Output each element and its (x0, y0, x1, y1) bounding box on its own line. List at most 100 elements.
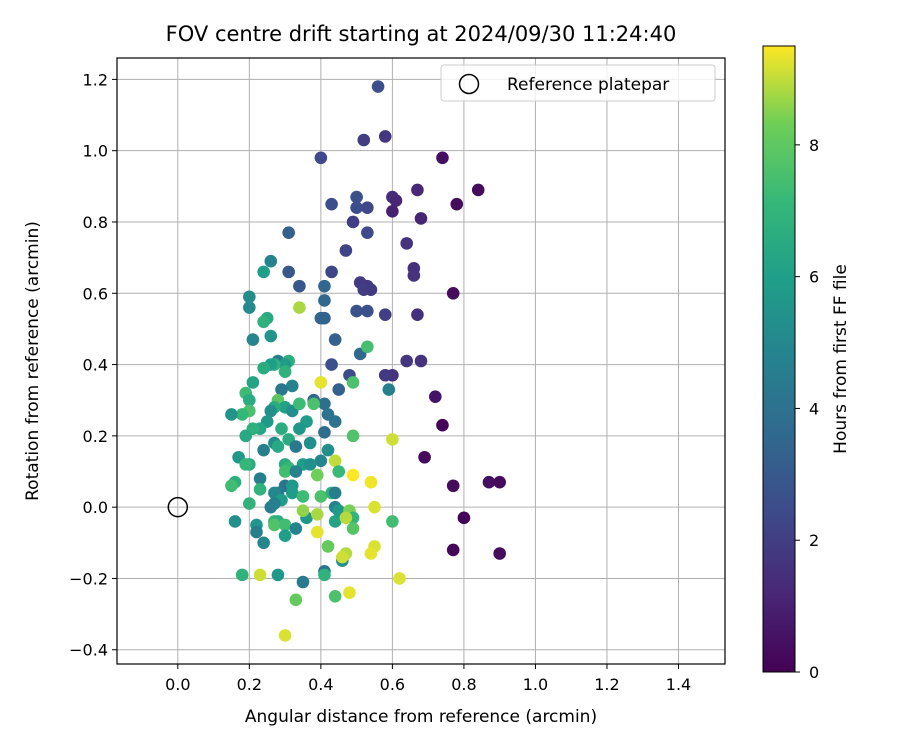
y-tick-label: −0.2 (69, 569, 108, 588)
scatter-point (289, 465, 303, 478)
scatter-point (257, 536, 270, 550)
chart-title: FOV centre drift starting at 2024/09/30 … (166, 22, 677, 46)
scatter-point (278, 529, 292, 542)
scatter-point (414, 212, 428, 225)
x-tick-label: 0.8 (451, 675, 476, 694)
scatter-point (246, 376, 260, 389)
scatter-point (457, 511, 471, 525)
scatter-point (264, 404, 278, 418)
scatter-point (336, 550, 349, 564)
scatter-point (225, 479, 238, 493)
scatter-point (257, 315, 270, 329)
scatter-point (228, 515, 242, 528)
scatter-point (361, 201, 374, 215)
scatter-point (243, 497, 256, 510)
scatter-point (346, 522, 360, 535)
scatter-point (293, 397, 306, 411)
colorbar-ticks: 0 2 4 6 8 (795, 136, 819, 682)
x-tick-label: 1.2 (594, 675, 619, 694)
y-axis-ticks: −0.4 −0.2 0.0 0.2 0.4 0.6 0.8 1.0 1.2 (69, 70, 117, 660)
scatter-point (325, 197, 338, 211)
scatter-point (386, 204, 399, 218)
colorbar-label: Hours from first FF file (831, 264, 851, 454)
scatter-point (307, 397, 321, 411)
scatter-point (436, 418, 449, 432)
scatter-point (371, 80, 385, 93)
scatter-point (253, 483, 267, 496)
scatter-point (225, 408, 238, 421)
legend: Reference platepar (440, 64, 716, 102)
scatter-point (482, 475, 496, 489)
scatter-point (278, 465, 292, 478)
scatter-point (446, 543, 460, 557)
scatter-point (243, 393, 256, 407)
scatter-point (271, 568, 285, 582)
y-tick-label: 0.0 (83, 498, 108, 517)
scatter-point (278, 518, 292, 532)
reference-marker-group (167, 496, 189, 518)
scatter-point (378, 130, 392, 143)
scatter-point (293, 422, 306, 436)
scatter-point (239, 429, 253, 443)
scatter-point (321, 443, 335, 457)
x-tick-label: 0.0 (165, 675, 190, 694)
scatter-point (275, 383, 288, 396)
scatter-point (386, 433, 399, 446)
colorbar-tick-label: 8 (809, 136, 819, 155)
scatter-point (253, 568, 267, 582)
scatter-point (314, 376, 328, 389)
scatter-point (332, 465, 346, 478)
scatter-point (361, 226, 374, 239)
colorbar-tick-label: 0 (809, 663, 819, 682)
scatter-point (325, 265, 338, 279)
scatter-point (407, 269, 421, 282)
scatter-point (386, 515, 399, 528)
scatter-point (278, 629, 292, 642)
scatter-point (339, 244, 353, 257)
scatter-point (368, 500, 381, 514)
scatter-point (285, 379, 299, 393)
scatter-point (364, 475, 378, 489)
x-axis-label: Angular distance from reference (arcmin) (245, 707, 597, 727)
scatter-point (361, 340, 374, 354)
scatter-point (243, 301, 256, 314)
scatter-point (328, 515, 342, 528)
scatter-point (400, 354, 413, 368)
scatter-point (318, 397, 331, 411)
y-tick-label: 1.0 (83, 142, 108, 161)
scatter-point (303, 458, 317, 471)
scatter-point (275, 422, 288, 436)
scatter-point (346, 376, 360, 389)
scatter-point (271, 440, 285, 453)
scatter-point (378, 308, 392, 321)
scatter-point (264, 254, 278, 268)
x-tick-label: 0.6 (380, 675, 405, 694)
legend-label: Reference platepar (507, 75, 669, 95)
scatter-point (296, 575, 310, 589)
y-tick-label: 0.8 (83, 213, 108, 232)
scatter-point (268, 518, 281, 532)
reference-platepar-marker (167, 496, 189, 518)
colorbar-tick-label: 6 (809, 268, 819, 287)
scatter-point (446, 286, 460, 300)
scatter-point (328, 589, 342, 603)
scatter-point (318, 294, 331, 307)
scatter-point (389, 194, 403, 207)
scatter-point (303, 436, 317, 450)
scatter-point (243, 290, 256, 304)
scatter-point (436, 151, 449, 165)
scatter-point (246, 333, 260, 346)
scatter-point (361, 304, 374, 318)
scatter-point (310, 525, 324, 539)
scatter-point (282, 265, 295, 279)
scatter-point (318, 568, 331, 582)
x-tick-label: 1.4 (666, 675, 691, 694)
scatter-point (414, 354, 428, 368)
y-tick-label: −0.4 (69, 641, 108, 660)
scatter-point (318, 425, 331, 439)
scatter-point (346, 429, 360, 443)
scatter-point (364, 547, 378, 560)
scatter-point (310, 507, 324, 521)
scatter-point (321, 540, 335, 553)
